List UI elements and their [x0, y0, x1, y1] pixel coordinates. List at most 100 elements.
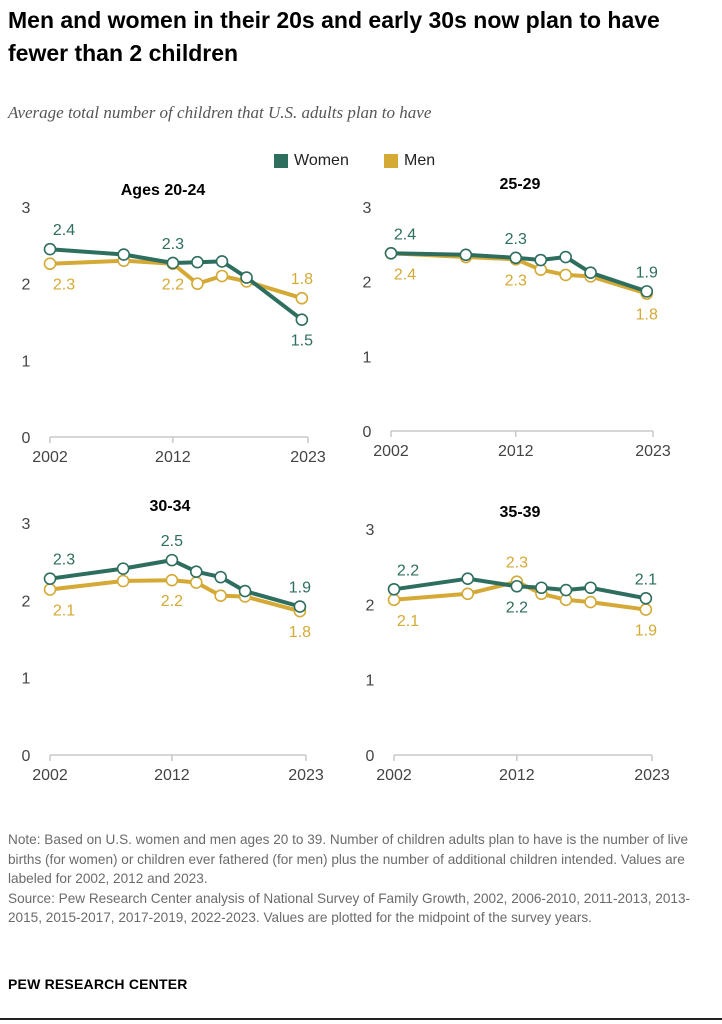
panel-4-ytick-0: 0 — [366, 748, 375, 765]
panel-1-women-point-2 — [166, 256, 180, 270]
panel-3-men-label-2: 2.2 — [161, 593, 183, 610]
panel-1-ytick-1: 1 — [22, 353, 31, 370]
panel-1-women-point-5 — [240, 271, 253, 284]
panel-1-men-label-6: 1.8 — [291, 271, 313, 288]
panel-4-women-point-2 — [510, 579, 524, 593]
panel-2-women-label-0: 2.4 — [394, 226, 416, 243]
panel-4-women-label-2: 2.2 — [506, 599, 528, 616]
panel-1-men-point-6 — [295, 291, 309, 305]
legend-men-label: Men — [404, 152, 436, 169]
footnote: Note: Based on U.S. women and men ages 2… — [8, 830, 716, 928]
panel-2-ytick-3: 3 — [363, 200, 372, 217]
panel-2-men-label-6: 1.8 — [636, 307, 658, 324]
panel-1-xtick-2012: 2012 — [155, 449, 191, 466]
panel-3-men-point-4 — [214, 589, 227, 602]
panel-4-xtick-2002: 2002 — [376, 767, 412, 784]
panel-1-women-point-0 — [43, 242, 57, 256]
panel-2-women-point-3 — [534, 253, 548, 267]
panel-3-women-label-2: 2.5 — [161, 533, 183, 550]
panel-3-women-point-2 — [165, 553, 179, 567]
panel-4-men-point-1 — [461, 587, 475, 601]
panel-2-women-point-6 — [640, 285, 654, 298]
panel-3-women-point-3 — [189, 565, 203, 579]
panel-3-women-point-0 — [43, 572, 57, 585]
panel-4-men-point-5 — [584, 595, 597, 609]
panel-1-ytick-2: 2 — [22, 277, 31, 294]
panel-1-women-label-0: 2.4 — [53, 222, 75, 239]
panel-4-men-label-6: 1.9 — [635, 623, 657, 640]
legend-men-swatch — [384, 154, 398, 168]
panel-2-xtick-2023: 2023 — [635, 443, 671, 460]
panel-3-men-label-6: 1.8 — [289, 624, 311, 641]
panel-3-xtick-2012: 2012 — [154, 767, 190, 784]
legend-women-label: Women — [294, 152, 349, 169]
panel-2-women-point-1 — [459, 248, 473, 262]
panel-1-men-point-4 — [215, 269, 229, 283]
bottom-rule — [0, 1018, 722, 1020]
panel-3-women-label-0: 2.3 — [53, 552, 75, 569]
chart-subtitle: Average total number of children that U.… — [8, 103, 432, 122]
panel-4-women-point-5 — [584, 581, 597, 595]
panel-4-title: 35-39 — [500, 504, 541, 521]
panel-2-women-label-6: 1.9 — [636, 264, 658, 281]
panel-2-ytick-1: 1 — [363, 349, 372, 366]
chart-title: Men and women in their 20s and early 30s… — [8, 7, 660, 66]
panel-2-xtick-2012: 2012 — [498, 443, 534, 460]
panel-3-ytick-2: 2 — [22, 593, 31, 610]
panel-3-women-point-5 — [238, 584, 252, 598]
panel-1-men-point-3 — [191, 277, 204, 290]
panel-2-women-point-5 — [584, 266, 597, 280]
panel-3-ytick-1: 1 — [22, 671, 31, 688]
panel-4-women-label-0: 2.2 — [397, 562, 419, 579]
panel-2-xtick-2002: 2002 — [373, 443, 409, 460]
legend-women-swatch — [274, 154, 288, 168]
panel-4-ytick-1: 1 — [366, 673, 375, 690]
panel-4-xtick-2012: 2012 — [499, 767, 535, 784]
panel-1-men-label-2: 2.2 — [162, 277, 184, 294]
panel-1-title: Ages 20-24 — [121, 182, 206, 199]
panel-4-women-label-6: 2.1 — [635, 571, 657, 588]
panel-2-women-point-0 — [384, 246, 398, 260]
panel-4-ytick-2: 2 — [366, 597, 375, 614]
panel-4-xtick-2023: 2023 — [634, 767, 670, 784]
panel-3-men-label-0: 2.1 — [53, 603, 75, 620]
panel-2-men-label-0: 2.4 — [394, 266, 416, 283]
panel-4-men-label-0: 2.1 — [397, 613, 419, 630]
panel-2-title: 25-29 — [500, 176, 541, 193]
panel-1-women-label-2: 2.3 — [162, 236, 184, 253]
panel-4-men-point-0 — [387, 593, 401, 607]
panel-3-women-point-4 — [214, 570, 227, 584]
panel-3-ytick-3: 3 — [22, 516, 31, 533]
panel-4-men-point-6 — [639, 603, 653, 616]
panel-2-men-label-2: 2.3 — [505, 272, 527, 289]
panel-2-men-point-4 — [559, 268, 572, 282]
panel-4-women-point-1 — [461, 572, 475, 586]
panel-3-xtick-2002: 2002 — [32, 767, 68, 784]
panel-3-ytick-0: 0 — [22, 748, 31, 765]
panel-1-men-label-0: 2.3 — [53, 277, 75, 294]
panel-1-xtick-2002: 2002 — [32, 449, 68, 466]
panel-1-ytick-3: 3 — [22, 200, 31, 217]
panel-4-ytick-3: 3 — [366, 522, 375, 539]
panel-3-men-point-3 — [189, 576, 203, 589]
panel-3-xtick-2023: 2023 — [288, 767, 324, 784]
panel-2-ytick-0: 0 — [363, 424, 372, 441]
panel-1-men-point-0 — [43, 257, 57, 271]
panel-4-men-label-2: 2.3 — [506, 555, 528, 572]
panel-1-women-point-1 — [117, 248, 131, 261]
panel-1-xtick-2023: 2023 — [290, 449, 326, 466]
panel-4-women-point-3 — [535, 581, 548, 595]
panel-3-women-point-1 — [116, 562, 130, 575]
panel-1-ytick-0: 0 — [22, 430, 31, 447]
pew-research-center-logo-text: PEW RESEARCH CENTER — [8, 976, 188, 992]
panel-1-women-point-6 — [295, 313, 309, 327]
panel-3-men-point-2 — [165, 573, 179, 587]
panel-4-women-point-6 — [639, 592, 653, 605]
panel-2-women-label-2: 2.3 — [505, 231, 527, 248]
panel-2-women-point-2 — [509, 251, 523, 265]
source-text: Source: Pew Research Center analysis of … — [8, 890, 691, 926]
panel-3-men-point-1 — [116, 574, 130, 588]
panel-4-women-point-0 — [387, 582, 401, 596]
panel-1-women-point-4 — [215, 255, 229, 268]
